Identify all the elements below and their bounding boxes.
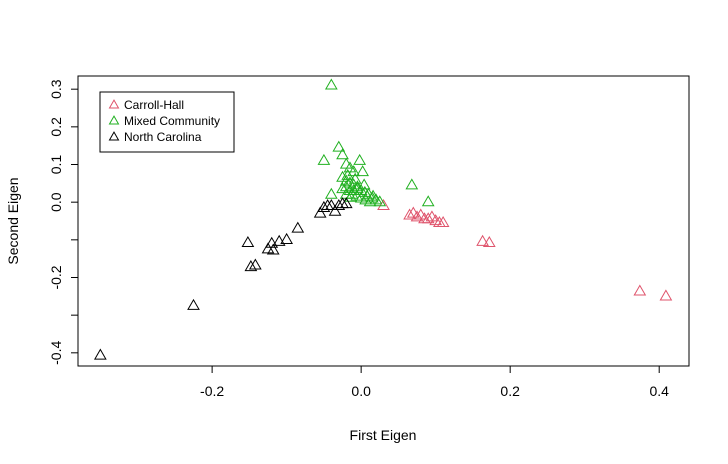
data-point [421,212,435,224]
data-point [369,193,383,205]
data-point [476,234,489,246]
data-point [328,204,342,216]
data-point [403,208,416,220]
data-point [272,234,286,246]
y-tick-label: 0.2 [48,117,64,137]
series-2 [317,78,435,207]
series-1 [377,199,673,301]
data-point [366,189,380,201]
x-tick-label: 0.2 [500,383,520,399]
data-point [339,174,353,186]
x-tick-label: 0.4 [649,383,669,399]
y-tick-label: 0.3 [48,79,64,99]
legend-label: Mixed Community [124,114,220,128]
legend: Carroll-Hall Mixed Community North Carolin… [99,91,235,153]
data-point [410,210,424,222]
x-tick-label: -0.2 [200,383,224,399]
legend-marker [108,99,120,109]
data-point [357,178,371,190]
data-point [336,148,349,160]
data-point [356,165,370,177]
legend-label: Carroll-Hall [124,98,184,112]
legend-box [99,91,235,153]
data-point [317,200,331,212]
y-axis: -0.4 -0.2 0.0 0.1 0.2 0.3 [48,79,79,365]
data-point [324,199,338,211]
data-point [377,199,390,211]
data-point [363,195,377,207]
data-point [248,258,262,270]
data-point [280,232,294,244]
data-point [421,195,435,207]
data-point [341,168,355,180]
data-point [436,215,450,228]
y-tick-label: 0.0 [48,192,64,212]
data-point [291,221,305,233]
data-point [347,183,361,195]
x-tick-label: 0.0 [351,383,371,399]
x-axis-title: First Eigen [350,427,417,443]
data-point [332,199,346,211]
data-point [317,153,331,165]
data-point [93,348,107,360]
y-axis-title: Second Eigen [5,177,21,264]
series-3 [93,197,353,360]
data-point [336,182,349,194]
x-axis: -0.2 0.0 0.2 0.4 [200,365,669,399]
data-point [339,197,353,209]
y-tick-label: -0.2 [48,265,64,289]
legend-marker [108,115,120,125]
y-tick-label: -0.4 [48,341,64,365]
y-tick-label: 0.1 [48,155,64,175]
data-point [659,289,673,301]
data-point [429,214,443,226]
data-point [482,235,496,247]
data-point [313,206,327,218]
data-points [93,78,673,360]
data-point [324,78,338,90]
data-point [244,260,258,272]
data-point [344,190,358,202]
data-point [324,187,338,199]
data-point [187,298,200,310]
data-point [405,178,419,190]
data-point [354,183,368,195]
legend-marker [108,131,120,141]
data-point [241,235,255,247]
data-point [332,140,346,152]
legend-label: North Carolina [124,130,202,144]
data-point [633,284,647,296]
data-point [353,153,367,165]
data-point [266,243,280,255]
